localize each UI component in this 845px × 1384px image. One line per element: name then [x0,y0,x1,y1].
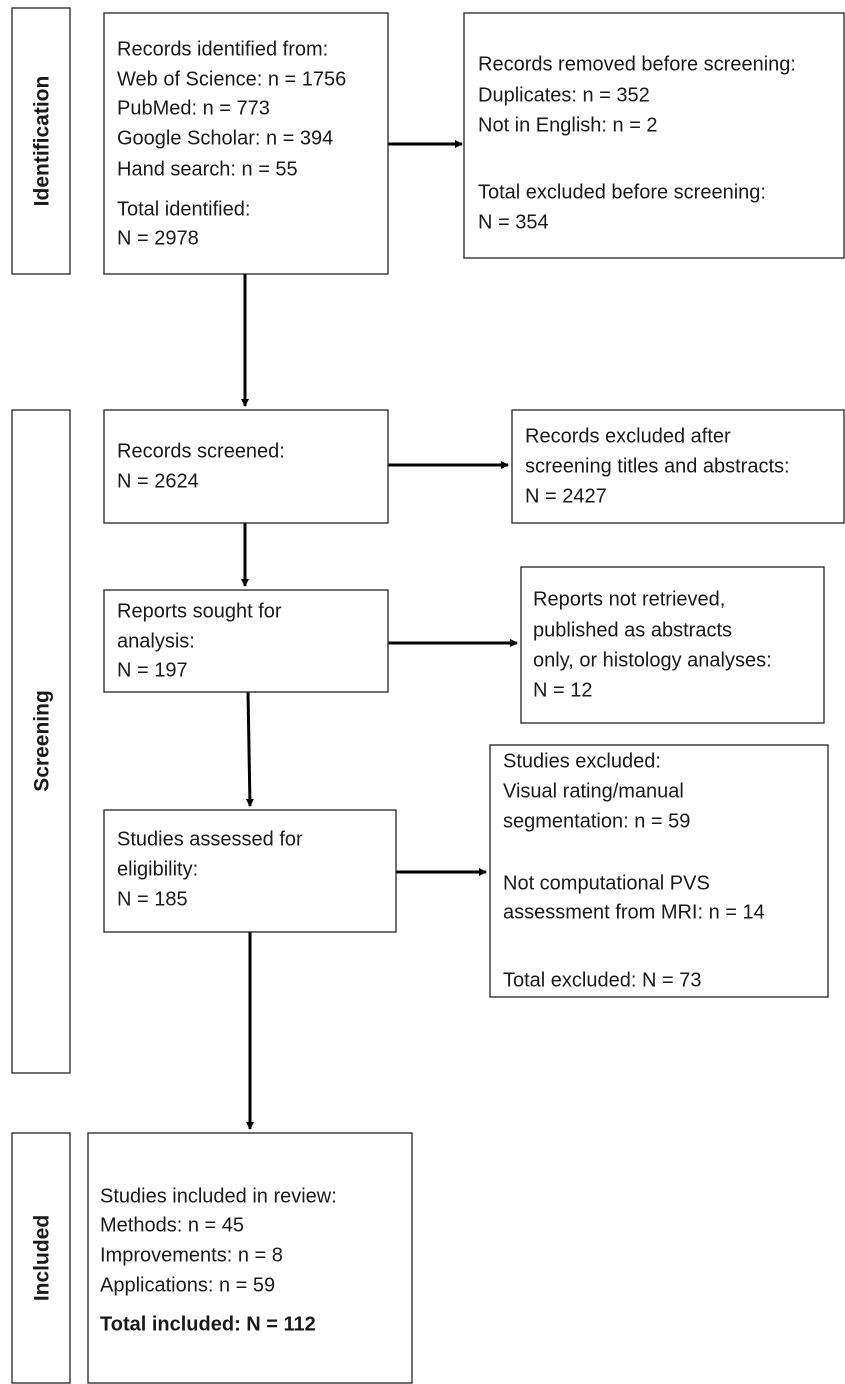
node-text: Applications: n = 59 [100,1274,275,1296]
node-box [520,566,825,724]
node-text: assessment from MRI: n = 14 [503,901,765,923]
node-text: Records identified from: [117,38,328,60]
node-text: Total identified: [117,198,250,220]
node-box [103,589,389,693]
stage-label: Included [31,1215,54,1301]
node-text: segmentation: n = 59 [503,810,690,832]
node-text: N = 12 [533,679,592,701]
node-text: Not in English: n = 2 [478,114,658,136]
node-text: published as abstracts [533,619,732,641]
node-text: Total included: N = 112 [100,1313,316,1335]
node-text: Total excluded before screening: [478,181,766,203]
node-text: Hand search: n = 55 [117,158,298,180]
node-box [103,409,389,524]
node-box [103,12,389,275]
node-box [103,809,397,933]
node-text: Google Scholar: n = 394 [117,127,333,149]
node-text: Records removed before screening: [478,53,796,75]
node-text: Improvements: n = 8 [100,1244,283,1266]
node-text: Visual rating/manual [503,780,684,802]
node-text: Reports not retrieved, [533,588,725,610]
node-text: Methods: n = 45 [100,1214,244,1236]
arrow [245,691,254,807]
stage-box [11,1132,71,1384]
node-text: N = 2624 [117,470,199,492]
node-text: only, or histology analyses: [533,649,772,671]
node-text: Duplicates: n = 352 [478,84,650,106]
node-box [463,12,845,259]
node-text: Web of Science: n = 1756 [117,68,346,90]
node-text: N = 185 [117,888,188,910]
node-box [87,1132,413,1384]
stage-box [11,7,71,275]
node-box [511,409,845,524]
node-text: N = 354 [478,211,549,233]
stage-label: Screening [31,690,54,792]
node-text: Records excluded after [525,425,731,447]
node-text: Records screened: [117,440,285,462]
node-text: Not computational PVS [503,872,710,894]
node-text: N = 2427 [525,485,607,507]
node-text: analysis: [117,630,195,652]
stage-box [11,409,71,1074]
stage-label: Identification [31,76,54,207]
node-text: eligibility: [117,858,198,880]
node-text: screening titles and abstracts: [525,455,790,477]
node-box [489,744,829,998]
node-text: Reports sought for [117,600,282,622]
node-text: Studies excluded: [503,750,661,772]
node-text: Studies assessed for [117,828,303,850]
node-text: Studies included in review: [100,1185,337,1207]
node-text: PubMed: n = 773 [117,97,270,119]
node-text: N = 197 [117,659,188,681]
node-text: N = 2978 [117,227,199,249]
node-text: Total excluded: N = 73 [503,969,701,991]
